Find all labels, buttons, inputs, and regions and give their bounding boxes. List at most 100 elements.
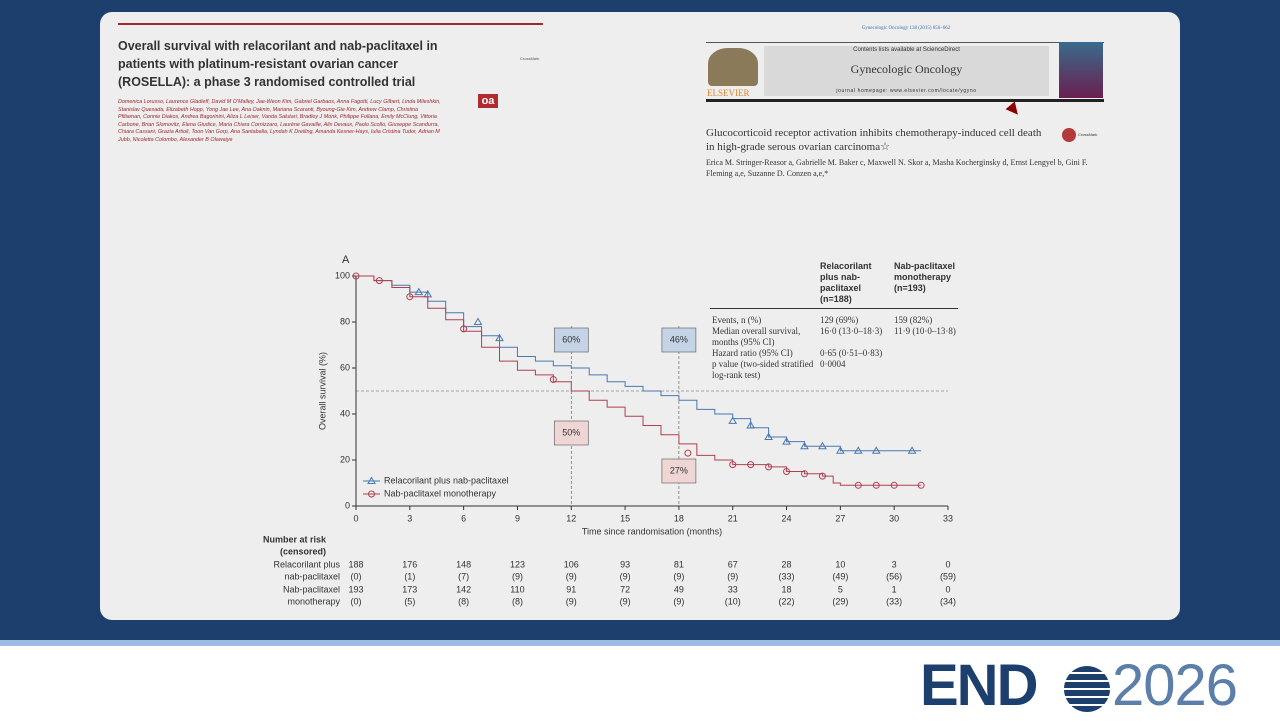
risk-group-label: Nab-paclitaxel [283, 584, 340, 594]
paper-authors: Domenica Lorusso, Laurence Gladieff, Dav… [118, 99, 441, 143]
risk-group-label: nab-paclitaxel [284, 571, 340, 581]
censor-mark [782, 437, 791, 445]
cell: Events, n (%) [712, 314, 762, 325]
censor-mark [800, 470, 808, 478]
censor-mark [800, 441, 809, 450]
x-tick-label: 0 [353, 513, 358, 523]
x-tick-label: 18 [674, 513, 684, 523]
x-tick-label: 33 [943, 513, 953, 523]
risk-censored: (9) [673, 571, 684, 581]
cell: 16·0 (13·0–18·3) [820, 325, 883, 336]
censor-mark [352, 272, 360, 280]
annotation-box [661, 327, 697, 353]
risk-censored: (9) [620, 571, 631, 581]
censor-mark [414, 287, 424, 296]
risk-censored: (8) [458, 596, 469, 606]
legend-label: Relacorilant plus nab-paclitaxel [384, 475, 509, 485]
risk-count: 49 [674, 584, 684, 594]
risk-count: 91 [566, 584, 576, 594]
risk-count: 3 [892, 559, 897, 569]
risk-censored: (22) [779, 596, 795, 606]
homepage: journal homepage: www.elsevier.com/locat… [836, 88, 977, 94]
contents: Contents lists available at ScienceDirec… [853, 47, 960, 53]
slide-card [100, 12, 1180, 620]
censor-mark [890, 481, 898, 489]
publisher: ELSEVIER [707, 88, 750, 98]
y-tick-label: 80 [340, 316, 350, 326]
x-axis-label: Time since randomisation (months) [582, 526, 722, 536]
risk-count: 106 [564, 559, 579, 569]
y-tick-label: 20 [340, 454, 350, 464]
censor-mark [728, 416, 738, 424]
header-cell: Relacorilant plus nab-paclitaxel (n=188) [818, 261, 892, 309]
row: Events, n (%) 129 (69%) 159 (82%) [710, 315, 958, 326]
risk-count: 28 [782, 559, 792, 569]
paper-authors-2: Erica M. Stringer-Reasor a, Gabrielle M.… [706, 158, 1088, 178]
x-tick-label: 9 [515, 513, 520, 523]
censor-mark [549, 376, 557, 383]
risk-count: 18 [782, 584, 792, 594]
risk-censored: (9) [673, 596, 684, 606]
risk-count: 67 [728, 559, 738, 569]
survival-curve [356, 275, 922, 486]
header-row: Relacorilant plus nab-paclitaxel (n=188)… [710, 261, 958, 309]
censor-mark [375, 277, 383, 285]
y-tick-label: 0 [345, 500, 350, 510]
table: Relacorilant plus nab-paclitaxel (n=188)… [710, 261, 958, 381]
risk-censored: (7) [458, 571, 469, 581]
cell: Median overall survival, months (95% CI) [712, 325, 801, 347]
risk-count: 110 [510, 584, 524, 594]
cell: 0·0004 [820, 358, 846, 369]
risk-censored: (29) [832, 596, 848, 606]
risk-count: 176 [402, 559, 417, 569]
journal-header [706, 42, 1104, 102]
risk-censored: (9) [620, 596, 631, 606]
risk-count: 5 [838, 584, 843, 594]
crossmark: CrossMark [520, 56, 540, 61]
risk-censored: (9) [512, 571, 523, 581]
y-tick-label: 60 [340, 362, 350, 372]
risk-count: 193 [348, 584, 363, 594]
risk-title: (censored) [280, 546, 326, 556]
risk-count: 81 [674, 559, 684, 569]
journal-name: Gynecologic Oncology [850, 62, 963, 76]
annotation: 50% [562, 427, 580, 437]
risk-censored: (9) [566, 596, 577, 606]
x-tick-label: 21 [728, 513, 738, 523]
oa-badge: oa [478, 94, 498, 108]
risk-count: 123 [510, 559, 525, 569]
risk-censored: (10) [725, 596, 741, 606]
censor-mark [917, 481, 925, 489]
legend-label: Nab-paclitaxel monotherapy [384, 488, 497, 498]
risk-title: Number at risk [263, 534, 327, 544]
censor-mark [684, 449, 692, 457]
legend-marker [368, 490, 375, 498]
x-tick-label: 12 [566, 513, 576, 523]
header-cell: Nab-paclitaxel monotherapy (n=193) [892, 261, 958, 309]
journal-cover [1059, 42, 1103, 98]
risk-count: 148 [456, 559, 471, 569]
citation: Gynecologic Oncology 138 (2015) 656–662 [861, 26, 951, 31]
censor-mark [907, 446, 917, 454]
risk-censored: (0) [351, 571, 362, 581]
risk-censored: (33) [886, 596, 902, 606]
risk-group-label: Relacorilant plus [273, 559, 340, 569]
legend-marker [367, 476, 376, 484]
logo-globe [1064, 666, 1110, 712]
cell: 11·9 (10·0–13·8) [894, 325, 956, 336]
row: Hazard ratio (95% CI) 0·65 (0·51–0·83) [710, 348, 958, 359]
elsevier-tree [708, 48, 758, 86]
censor-mark [783, 468, 791, 475]
row: Median overall survival, months (95% CI)… [710, 326, 958, 348]
x-tick-label: 24 [782, 513, 792, 523]
y-axis-label: Overall survival (%) [317, 352, 327, 430]
logo-left: END [920, 653, 1038, 718]
risk-censored: (56) [886, 571, 902, 581]
x-tick-label: 6 [461, 513, 466, 523]
censor-mark [872, 481, 880, 489]
censor-mark [406, 293, 414, 301]
cell: p value (two-sided stratified log-rank t… [712, 358, 814, 380]
risk-group-label: monotherapy [287, 596, 340, 606]
cell: 129 (69%) [820, 314, 859, 325]
